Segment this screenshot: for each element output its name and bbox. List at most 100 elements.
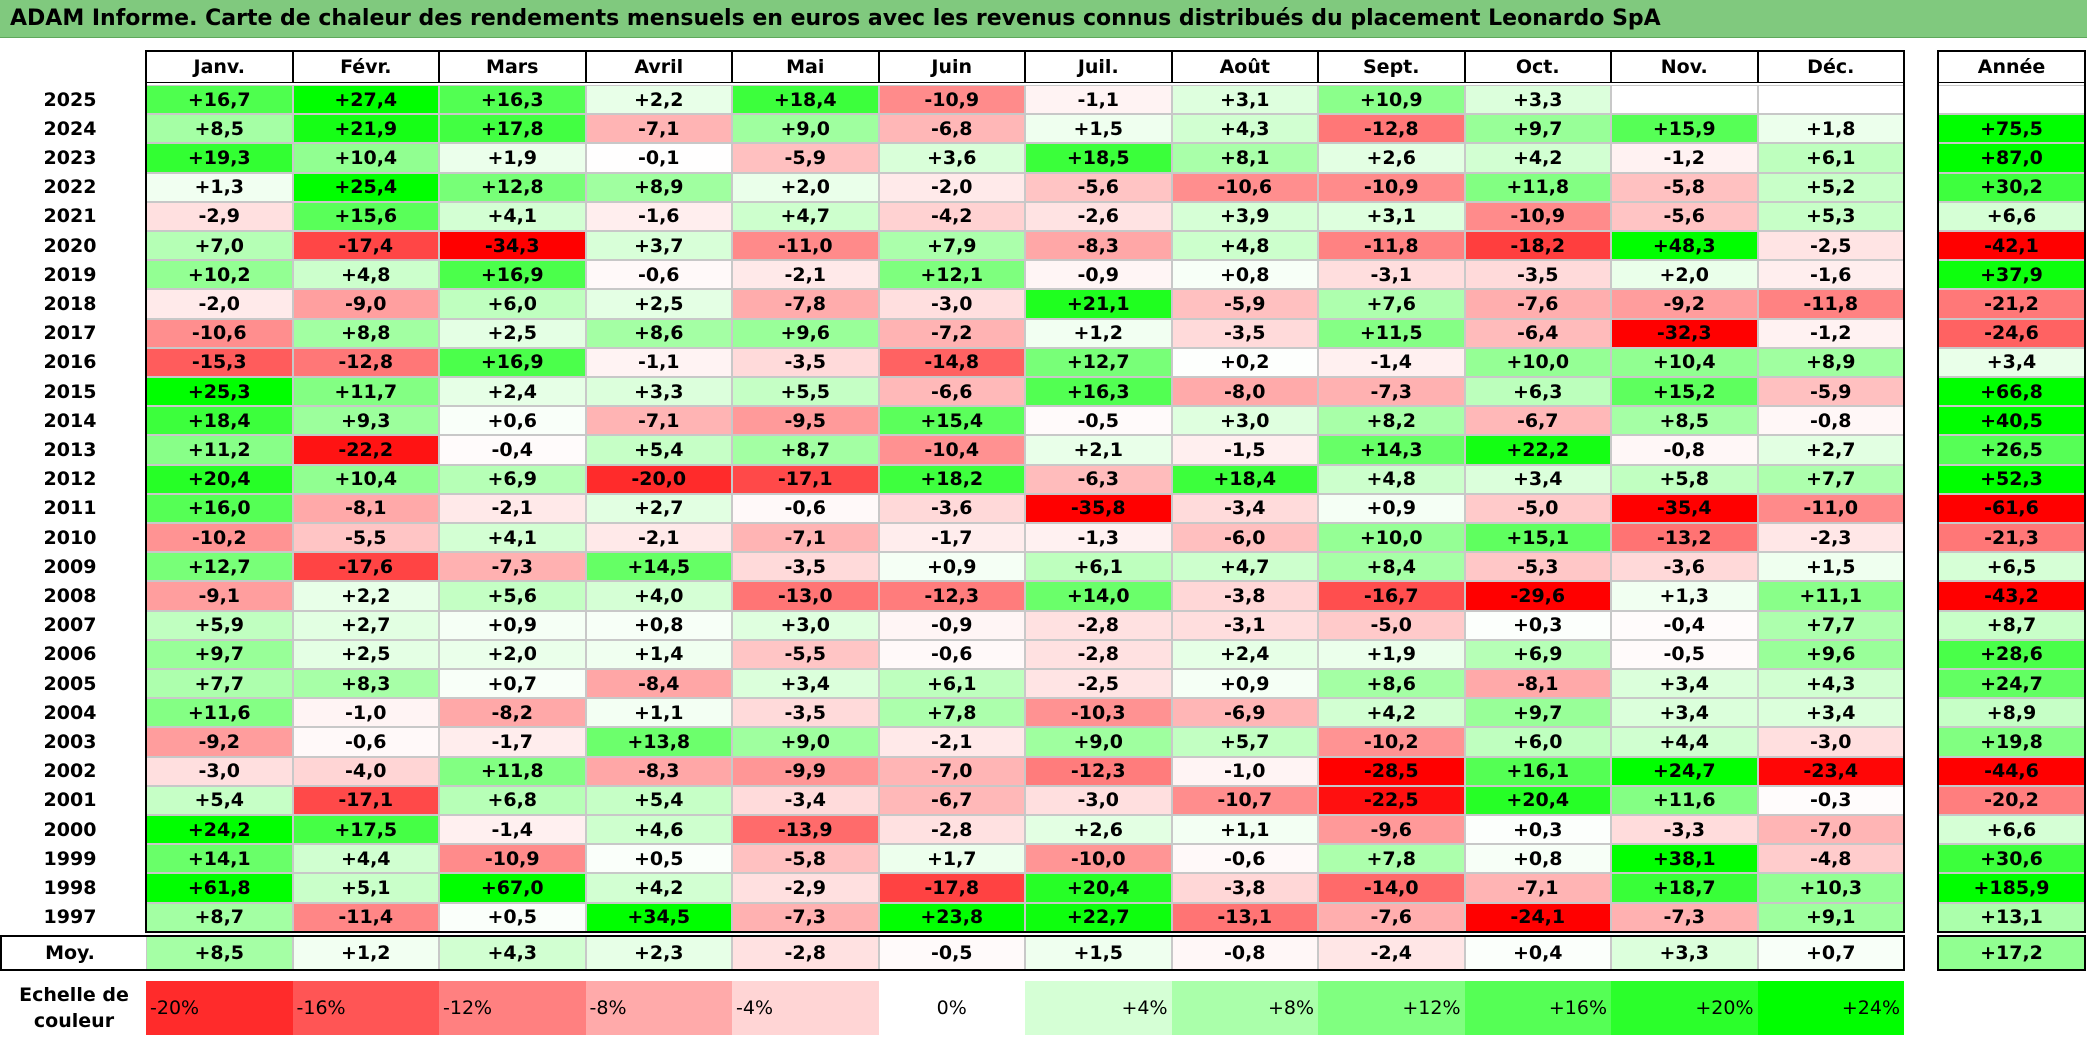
heatmap-cell: +0,5 <box>439 902 586 932</box>
heatmap-cell: -3,6 <box>1611 552 1758 582</box>
heatmap-cell: -6,6 <box>878 377 1025 407</box>
annual-cell: -43,2 <box>1938 581 2085 611</box>
heatmap-cell: -7,3 <box>439 552 586 582</box>
heatmap-cell: +22,7 <box>1025 902 1172 932</box>
heatmap-cell: +16,1 <box>1464 756 1611 786</box>
heatmap-cell: +2,0 <box>732 172 879 202</box>
annual-cell: +8,9 <box>1938 698 2085 728</box>
heatmap-cell: +4,8 <box>1171 231 1318 261</box>
heatmap-cell: -23,4 <box>1757 756 1904 786</box>
heatmap-cell: +0,8 <box>1464 844 1611 874</box>
heatmap-cell: -2,5 <box>1025 669 1172 699</box>
heatmap-cell: -5,0 <box>1318 610 1465 640</box>
annual-cell: +30,6 <box>1938 844 2085 874</box>
heatmap-cell: +9,3 <box>292 406 439 436</box>
heatmap-cell: +24,2 <box>146 815 293 845</box>
heatmap-cell: -6,0 <box>1171 523 1318 553</box>
color-scale-label: Echelle de couleur <box>4 981 144 1035</box>
heatmap-cell: -11,0 <box>732 231 879 261</box>
heatmap-cell: -0,9 <box>878 610 1025 640</box>
heatmap-cell: -17,4 <box>292 231 439 261</box>
heatmap-cell: +10,9 <box>1318 85 1465 115</box>
heatmap-cell: -3,3 <box>1611 815 1758 845</box>
heatmap-cell: -12,8 <box>1318 114 1465 144</box>
heatmap-cell: -10,2 <box>146 523 293 553</box>
row-year-label: 2008 <box>0 581 140 611</box>
heatmap-cell: -1,6 <box>1757 260 1904 290</box>
annual-cell: +37,9 <box>1938 260 2085 290</box>
heatmap-cell: +10,3 <box>1757 873 1904 903</box>
heatmap-cell: +2,5 <box>439 318 586 348</box>
row-year-label: 2010 <box>0 523 140 553</box>
heatmap-cell: +10,4 <box>292 464 439 494</box>
heatmap-cell: +61,8 <box>146 873 293 903</box>
heatmap-cell: +11,8 <box>1464 172 1611 202</box>
heatmap-cell: +8,7 <box>732 435 879 465</box>
row-year-label: 2016 <box>0 347 140 377</box>
heatmap-cell: -2,1 <box>585 523 732 553</box>
heatmap-cell: +5,4 <box>585 435 732 465</box>
average-cell: +3,3 <box>1611 935 1758 970</box>
heatmap-cell: -16,7 <box>1318 581 1465 611</box>
heatmap-cell: -9,6 <box>1318 815 1465 845</box>
heatmap-cell: +4,0 <box>585 581 732 611</box>
annual-cell: +24,7 <box>1938 669 2085 699</box>
heatmap-cell: +9,7 <box>1464 698 1611 728</box>
heatmap-cell: -8,4 <box>585 669 732 699</box>
heatmap-cell: +1,3 <box>1611 581 1758 611</box>
annual-cell: -21,3 <box>1938 523 2085 553</box>
heatmap-cell: +4,2 <box>1318 698 1465 728</box>
heatmap-cell: +25,4 <box>292 172 439 202</box>
heatmap-cell: -32,3 <box>1611 318 1758 348</box>
heatmap-cell: +7,8 <box>878 698 1025 728</box>
heatmap-cell: +27,4 <box>292 85 439 115</box>
heatmap-cell: -7,1 <box>585 114 732 144</box>
heatmap-cell: +15,1 <box>1464 523 1611 553</box>
average-cell: +0,7 <box>1757 935 1904 970</box>
row-year-label: 2023 <box>0 143 140 173</box>
heatmap-cell: +12,1 <box>878 260 1025 290</box>
heatmap-cell: -1,0 <box>1171 756 1318 786</box>
heatmap-cell: -0,8 <box>1611 435 1758 465</box>
heatmap-cell: +10,0 <box>1318 523 1465 553</box>
heatmap-cell: -0,6 <box>878 639 1025 669</box>
heatmap-cell: -8,3 <box>1025 231 1172 261</box>
heatmap-cell: -0,5 <box>1611 639 1758 669</box>
heatmap-cell: +2,4 <box>439 377 586 407</box>
heatmap-cell: -3,8 <box>1171 873 1318 903</box>
heatmap-cell: -3,4 <box>1171 493 1318 523</box>
heatmap-cell: -17,8 <box>878 873 1025 903</box>
heatmap-cell: +11,7 <box>292 377 439 407</box>
heatmap-cell: +3,4 <box>1611 698 1758 728</box>
heatmap-cell: -0,3 <box>1757 785 1904 815</box>
heatmap-cell: -0,6 <box>585 260 732 290</box>
heatmap-cell: +8,7 <box>146 902 293 932</box>
heatmap-cell: -13,1 <box>1171 902 1318 932</box>
heatmap-cell: +0,9 <box>1171 669 1318 699</box>
heatmap-cell: -9,0 <box>292 289 439 319</box>
heatmap-cell: -1,4 <box>1318 347 1465 377</box>
heatmap-cell: -5,9 <box>732 143 879 173</box>
heatmap-cell: +20,4 <box>1464 785 1611 815</box>
heatmap-cell: +0,5 <box>585 844 732 874</box>
heatmap-cell: -3,5 <box>732 552 879 582</box>
color-scale-step: +16% <box>1464 981 1611 1035</box>
heatmap-cell: +14,5 <box>585 552 732 582</box>
color-scale-step: -16% <box>292 981 439 1035</box>
annual-cell: -61,6 <box>1938 493 2085 523</box>
heatmap-cell: -5,9 <box>1171 289 1318 319</box>
row-year-label: 2005 <box>0 669 140 699</box>
heatmap-cell: -3,6 <box>878 493 1025 523</box>
annual-cell: +52,3 <box>1938 464 2085 494</box>
heatmap-cell: -35,4 <box>1611 493 1758 523</box>
heatmap-cell: +3,4 <box>1757 698 1904 728</box>
heatmap-cell: -14,8 <box>878 347 1025 377</box>
heatmap-cell: +6,1 <box>1025 552 1172 582</box>
heatmap-cell: +4,8 <box>1318 464 1465 494</box>
heatmap-cell: +16,3 <box>1025 377 1172 407</box>
heatmap-cell: -0,8 <box>1757 406 1904 436</box>
heatmap-cell: -7,3 <box>1611 902 1758 932</box>
color-scale-step: 0% <box>878 981 1025 1035</box>
heatmap-cell: +8,9 <box>585 172 732 202</box>
